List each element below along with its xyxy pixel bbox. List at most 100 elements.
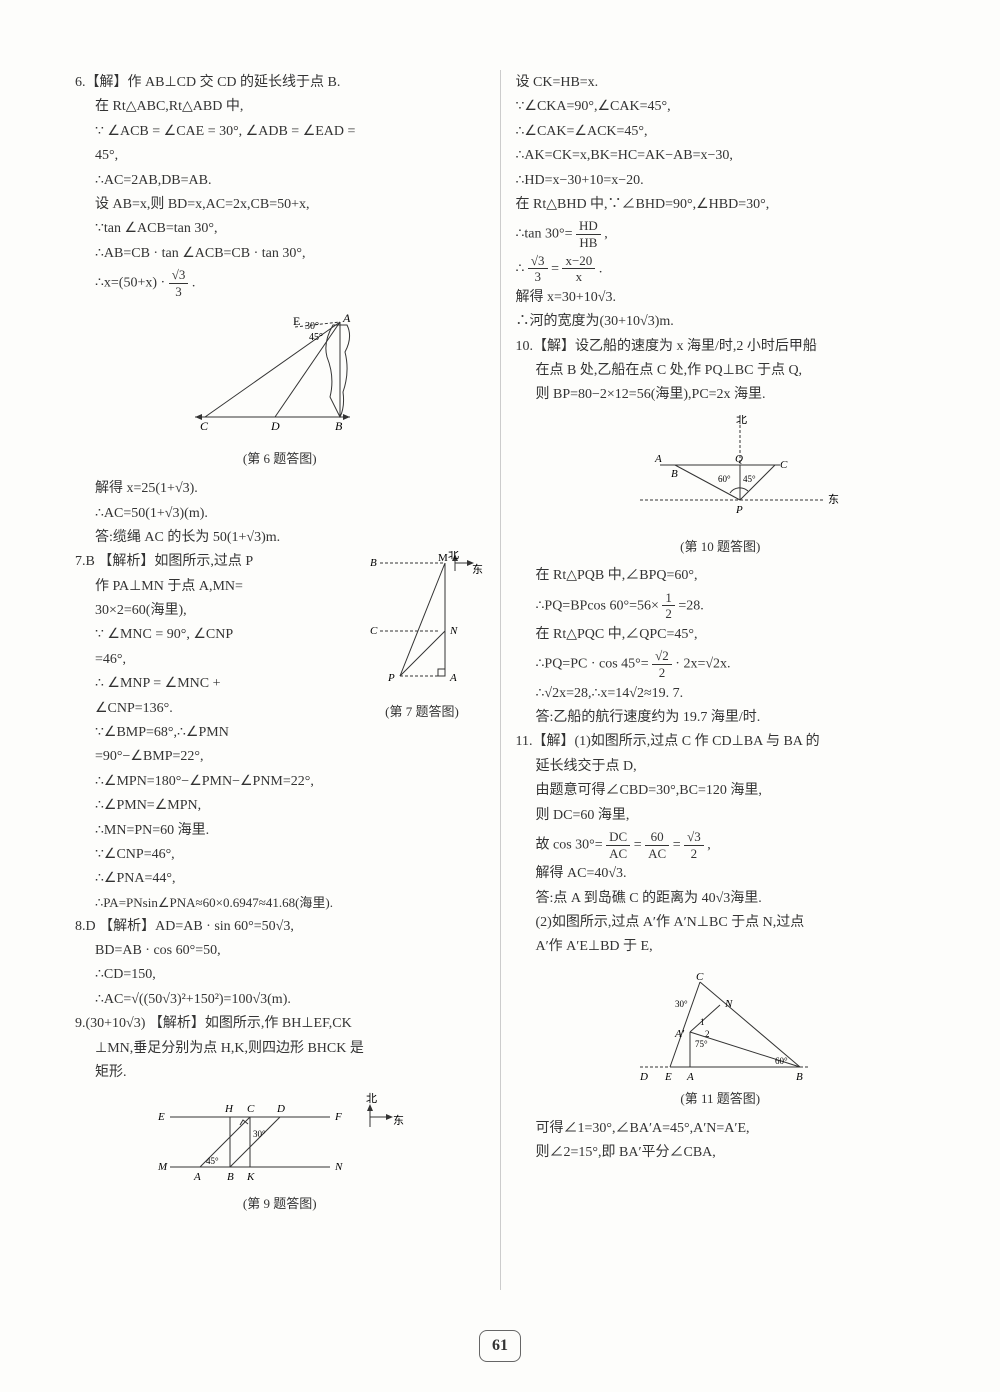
- text-line: ∴∠CAK=∠ACK=45°,: [516, 121, 926, 143]
- figure-7: M 北 东 B C N P: [360, 551, 485, 722]
- text-line: 答:乙船的航行速度约为 19.7 海里/时.: [516, 707, 926, 729]
- denominator: 3: [169, 284, 189, 300]
- text-line: 在 Rt△BHD 中,∵∠BHD=90°,∠HBD=30°,: [516, 194, 926, 216]
- svg-text:K: K: [246, 1171, 255, 1183]
- fraction: √2 2: [652, 648, 672, 680]
- text-line: 则 DC=60 海里,: [516, 805, 926, 827]
- fraction: √3 2: [684, 829, 704, 861]
- text-line: 在 Rt△PQB 中,∠BPQ=60°,: [516, 565, 926, 587]
- svg-text:M: M: [157, 1161, 168, 1173]
- fig7-label-A: A: [449, 672, 457, 684]
- text-line: ∴PQ=PC · cos 45°= √2 2 · 2x=√2x.: [516, 648, 926, 680]
- text-line: BD=AB · cos 60°=50,: [75, 940, 485, 962]
- text-line: ∴AC=50(1+√3)(m).: [75, 503, 485, 525]
- fraction: 60 AC: [645, 829, 669, 861]
- numerator: 1: [662, 590, 675, 607]
- page: 6.【解】作 AB⊥CD 交 CD 的延长线于点 B. 在 Rt△ABC,Rt△…: [0, 0, 1000, 1392]
- formula-text: .: [599, 261, 603, 276]
- fig6-label-C: C: [200, 419, 209, 433]
- fig10-angle60: 60°: [718, 474, 731, 484]
- fig11-label-A: A: [686, 1071, 694, 1083]
- fraction: √3 3: [169, 267, 189, 299]
- fig6-caption: (第 6 题答图): [75, 449, 485, 470]
- formula-text: =: [551, 261, 559, 276]
- fig10-label-B: B: [671, 468, 678, 480]
- fig9-angle45l: 45°: [206, 1156, 219, 1166]
- fig7-label-P: P: [387, 672, 395, 684]
- text-line: ∴tan 30°= HD HB ,: [516, 218, 926, 250]
- svg-text:H: H: [224, 1103, 234, 1115]
- fig11-label-2: 2: [705, 1029, 710, 1039]
- formula-text: ,: [604, 227, 608, 242]
- text-line: A′作 A′E⊥BD 于 E,: [516, 936, 926, 958]
- fig11-label-1: 1: [700, 1017, 705, 1027]
- fraction: 1 2: [662, 590, 675, 622]
- text-line: (2)如图所示,过点 A′作 A′N⊥BC 于点 N,过点: [516, 912, 926, 934]
- fig7-label-C: C: [370, 625, 378, 637]
- fig11-label-Aprime: A': [674, 1028, 685, 1040]
- svg-text:A: A: [193, 1171, 201, 1183]
- text-line: ∴AC=√((50√3)²+150²)=100√3(m).: [75, 989, 485, 1011]
- right-column: 设 CK=HB=x. ∵∠CKA=90°,∠CAK=45°, ∴∠CAK=∠AC…: [501, 70, 941, 1290]
- text-line: 设 CK=HB=x.: [516, 72, 926, 94]
- denominator: 2: [684, 846, 704, 862]
- fig6-label-B: B: [335, 419, 343, 433]
- numerator: x−20: [562, 253, 595, 270]
- text-line: 则 BP=80−2×12=56(海里),PC=2x 海里.: [516, 384, 926, 406]
- numerator: 60: [645, 829, 669, 846]
- figure-7-svg: M 北 东 B C N P: [360, 551, 485, 691]
- fig6-label-E: E: [293, 314, 300, 328]
- text-line: 11.【解】(1)如图所示,过点 C 作 CD⊥BA 与 BA 的: [516, 731, 926, 753]
- fraction: √3 3: [528, 253, 548, 285]
- fig11-label-B: B: [796, 1071, 803, 1083]
- text-line: 则∠2=15°,即 BA′平分∠CBA,: [516, 1142, 926, 1164]
- fig10-angle45: 45°: [743, 474, 756, 484]
- text-line: ∴x=(50+x) · √3 3 .: [75, 267, 485, 299]
- svg-text:D: D: [276, 1103, 285, 1115]
- fraction: x−20 x: [562, 253, 595, 285]
- denominator: 2: [652, 665, 672, 681]
- numerator: √3: [684, 829, 704, 846]
- fig10-east: 东: [828, 493, 839, 506]
- text-line: ∴PA=PNsin∠PNA≈60×0.6947≈41.68(海里).: [75, 893, 485, 914]
- formula-text: ∴PQ=BPcos 60°=56×: [536, 598, 659, 613]
- text-line: ∵∠BMP=68°,∴∠PMN: [75, 722, 485, 744]
- fig7-label-N: N: [449, 625, 458, 637]
- formula-text: ∴x=(50+x) ·: [95, 275, 169, 290]
- figure-6: E A C D B 30° 45° (第 6 题答图): [75, 307, 485, 470]
- fig6-angle45: 45°: [309, 332, 323, 343]
- columns: 6.【解】作 AB⊥CD 交 CD 的延长线于点 B. 在 Rt△ABC,Rt△…: [60, 70, 940, 1290]
- formula-text: =: [634, 837, 642, 852]
- figure-11: C N A' D E A B 30° 75° 60° 1 2 (第 11 题答图…: [516, 967, 926, 1110]
- text-line: 8.D 【解析】AD=AB · sin 60°=50√3,: [75, 916, 485, 938]
- formula-text: 故 cos 30°=: [536, 837, 603, 852]
- text-line: 答:点 A 到岛礁 C 的距离为 40√3海里.: [516, 888, 926, 910]
- text-line: ∴ √3 3 = x−20 x .: [516, 253, 926, 285]
- denominator: x: [562, 269, 595, 285]
- text-line: =90°−∠BMP=22°,: [75, 746, 485, 768]
- fig10-label-A: A: [654, 453, 662, 465]
- fig10-label-P: P: [735, 504, 743, 516]
- formula-text: =28.: [678, 598, 703, 613]
- text-line: 10.【解】设乙船的速度为 x 海里/时,2 小时后甲船: [516, 336, 926, 358]
- fig11-angle60: 60°: [775, 1056, 788, 1066]
- fig11-label-N: N: [724, 998, 733, 1010]
- numerator: DC: [606, 829, 630, 846]
- text-line: ∵∠CKA=90°,∠CAK=45°,: [516, 96, 926, 118]
- figure-6-svg: E A C D B 30° 45°: [175, 307, 385, 447]
- fig7-north: 北: [448, 551, 459, 561]
- fig9-angle30: 30°: [253, 1129, 266, 1139]
- denominator: 3: [528, 269, 548, 285]
- text-line: 由题意可得∠CBD=30°,BC=120 海里,: [516, 780, 926, 802]
- fig11-label-D: D: [639, 1071, 648, 1083]
- text-line: 答:缆绳 AC 的长为 50(1+√3)m.: [75, 527, 485, 549]
- text-line: 45°,: [75, 145, 485, 167]
- fig11-label-C: C: [696, 971, 704, 983]
- text-line: ∴AK=CK=x,BK=HC=AK−AB=x−30,: [516, 145, 926, 167]
- text-line: 解得 AC=40√3.: [516, 863, 926, 885]
- fraction: DC AC: [606, 829, 630, 861]
- text-line: 解得 x=30+10√3.: [516, 287, 926, 309]
- text-line: ⊥MN,垂足分别为点 H,K,则四边形 BHCK 是: [75, 1038, 485, 1060]
- fig9-caption: (第 9 题答图): [75, 1194, 485, 1215]
- fig7-caption: (第 7 题答图): [360, 702, 485, 723]
